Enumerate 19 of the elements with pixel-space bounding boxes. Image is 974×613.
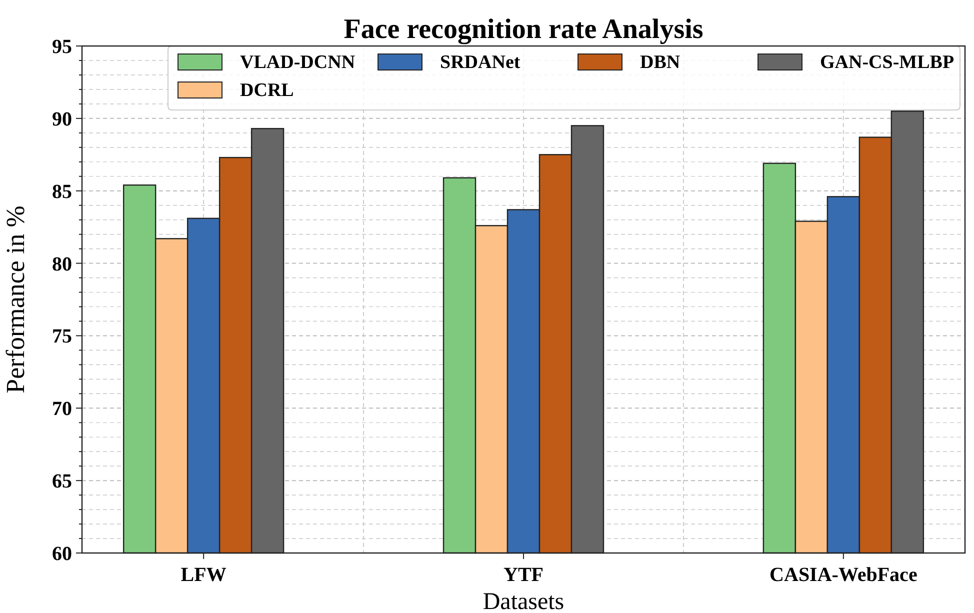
y-tick-label: 85 — [52, 180, 72, 203]
y-tick-label: 70 — [52, 398, 72, 420]
legend-label: VLAD-DCNN — [240, 52, 356, 73]
legend-label: DCRL — [240, 80, 294, 101]
legend-label: DBN — [640, 52, 680, 73]
chart-title: Face recognition rate Analysis — [344, 14, 704, 45]
legend-label: SRDANet — [440, 52, 521, 73]
x-tick-label: LFW — [180, 564, 226, 586]
y-tick-label: 95 — [52, 36, 72, 58]
legend-label: GAN-CS-MLBP — [820, 52, 954, 73]
x-tick-label: YTF — [504, 564, 544, 586]
x-axis-title: Datasets — [482, 589, 564, 613]
y-tick-label: 60 — [52, 543, 72, 565]
y-tick-label: 90 — [52, 108, 72, 130]
y-tick-label: 75 — [52, 326, 72, 348]
y-tick-label: 65 — [52, 470, 72, 493]
y-tick-label: 80 — [52, 253, 72, 276]
y-axis-title: Performance in % — [1, 206, 30, 394]
x-tick-label: CASIA-WebFace — [770, 564, 918, 586]
